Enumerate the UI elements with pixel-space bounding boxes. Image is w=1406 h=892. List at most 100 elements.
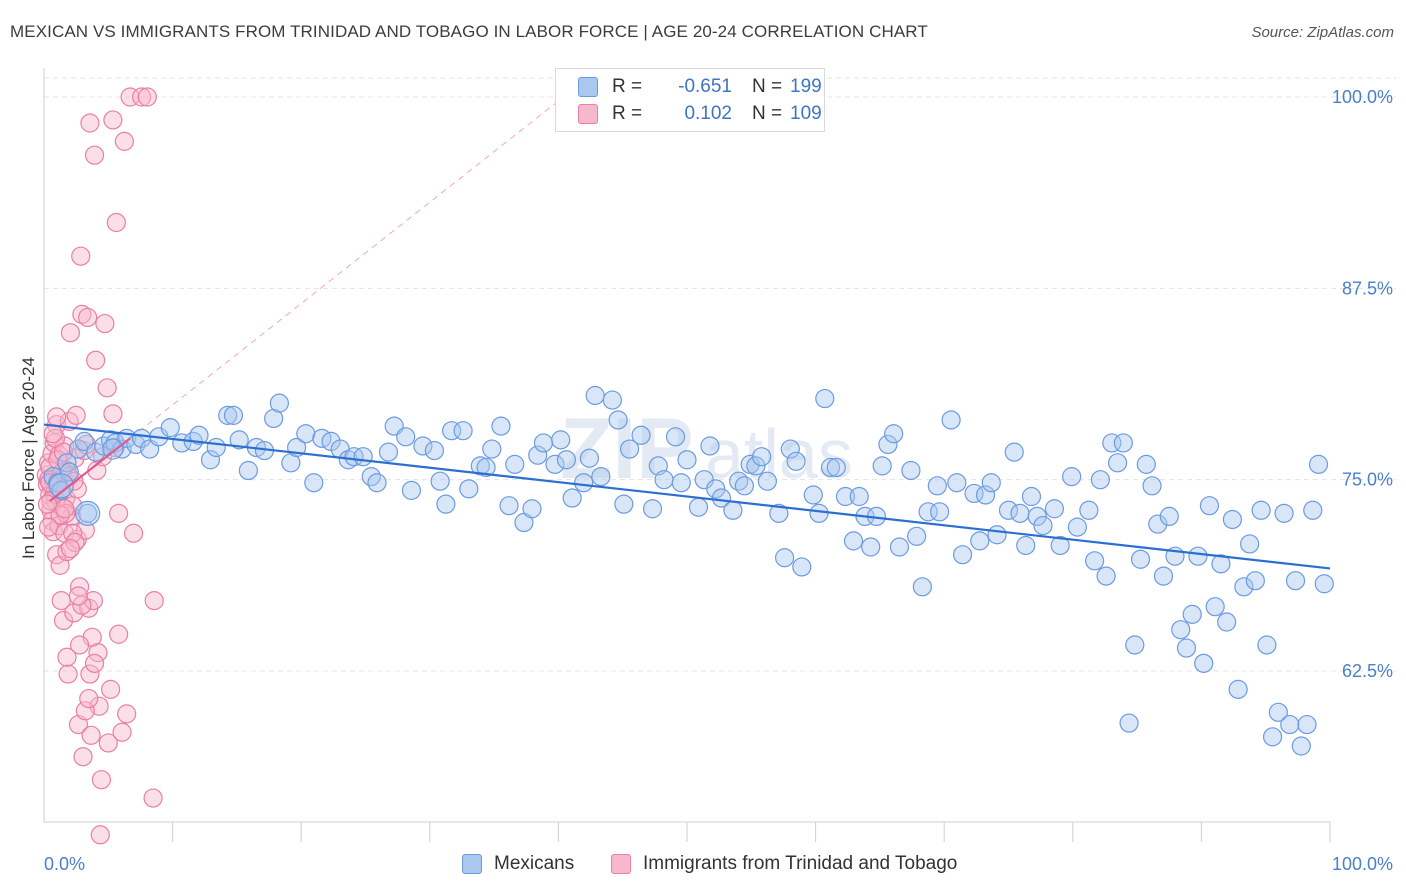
mexicans-point <box>970 531 990 551</box>
mexicans-point <box>296 424 316 444</box>
mexicans-point <box>912 577 932 597</box>
mexicans-point <box>591 467 611 487</box>
mexicans-point <box>1107 453 1128 473</box>
mexicans-point <box>619 439 640 459</box>
mexicans-point <box>987 525 1007 545</box>
mexicans-point <box>1085 551 1105 571</box>
tick-labels: 100.0% 87.5% 75.0% 62.5% 0.0% 100.0% <box>44 87 1393 874</box>
mexicans-point <box>947 473 967 493</box>
mexicans-point <box>1257 635 1277 655</box>
y-tick-label: 87.5% <box>1342 278 1393 298</box>
mexicans-point <box>1182 604 1202 624</box>
mexicans-point <box>1308 454 1329 474</box>
n-value: 109 <box>790 103 822 124</box>
mexicans-point <box>849 486 869 507</box>
mexicans-point <box>459 479 479 499</box>
mexicans-point <box>551 430 571 450</box>
mexicans-point <box>835 486 856 507</box>
mexicans-point <box>522 499 542 519</box>
mexicans-point <box>872 456 892 476</box>
mexicans-point <box>792 557 812 577</box>
trinidad-point <box>144 590 164 611</box>
mexicans-point <box>1280 714 1300 735</box>
mexicans-point <box>424 440 444 461</box>
mexicans-point <box>436 494 456 514</box>
mexicans-point <box>1291 736 1311 756</box>
mexicans-point <box>1148 514 1168 534</box>
mexicans-point <box>820 457 841 478</box>
mexicans-point <box>505 454 525 474</box>
r-label: R = <box>612 103 643 124</box>
mexicans-point <box>131 428 152 448</box>
legend-swatch-blue <box>578 77 598 97</box>
mexicans-point <box>654 470 674 490</box>
mexicans-point <box>1033 515 1053 536</box>
trinidad-point <box>73 747 93 767</box>
mexicans-point <box>952 545 973 565</box>
mexicans-point <box>815 388 835 409</box>
mexicans-point <box>1314 574 1334 594</box>
mexicans-point <box>218 405 238 425</box>
trinidad-point <box>68 586 89 606</box>
mexicans-point <box>1199 496 1220 516</box>
mexicans-point <box>901 460 921 481</box>
trinidad-point <box>86 350 106 370</box>
trinidad-point <box>53 442 74 462</box>
legend-item-mexicans: Mexicans <box>462 851 574 877</box>
grid-lines <box>44 77 1396 672</box>
trinidad-point <box>109 624 129 644</box>
mexicans-point <box>48 473 74 499</box>
trinidad-point <box>53 610 74 631</box>
mexicans-point <box>631 425 651 445</box>
trinidad-point <box>71 246 91 266</box>
trinidad-point <box>60 323 81 343</box>
mexicans-point <box>206 437 226 458</box>
mexicans-point <box>1285 571 1306 591</box>
trinidad-point <box>90 825 110 845</box>
trinidad-point <box>66 405 86 425</box>
mexicans-points <box>43 385 1334 756</box>
mexicans-point <box>75 500 101 526</box>
trinidad-point <box>137 87 157 107</box>
mexicans-point <box>491 416 511 436</box>
mexicans-point <box>734 476 755 496</box>
mexicans-point <box>1004 442 1024 462</box>
mexicans-point <box>907 526 927 546</box>
mexicans-point <box>642 499 663 519</box>
mexicans-point <box>1021 486 1042 507</box>
trinidad-point <box>47 407 67 427</box>
mexicans-point <box>1079 500 1099 520</box>
trinidad-point <box>78 307 98 328</box>
mexicans-point <box>1194 653 1214 673</box>
mexicans-point <box>269 393 289 413</box>
correlation-legend: R = -0.651 N = 199 R = 0.102 N = 109 <box>555 68 825 132</box>
reference-diagonal-line <box>129 79 586 439</box>
mexicans-point <box>711 488 732 508</box>
mexicans-point <box>200 450 221 470</box>
trinidad-point <box>114 131 134 151</box>
mexicans-point <box>941 410 961 430</box>
mexicans-point <box>579 448 600 468</box>
trinidad-point <box>100 679 121 699</box>
mexicans-point <box>757 471 777 491</box>
mexicans-point <box>981 473 1001 493</box>
mexicans-point <box>556 450 577 470</box>
mexicans-point <box>700 436 720 456</box>
y-tick-label: 62.5% <box>1342 661 1393 681</box>
x-tick-label-max: 100.0% <box>1332 854 1393 874</box>
trinidad-point <box>123 523 144 543</box>
mexicans-point <box>1090 470 1110 490</box>
legend-item-trinidad: Immigrants from Trinidad and Tobago <box>611 851 957 877</box>
mexicans-point <box>413 436 433 456</box>
trinidad-point <box>57 647 77 667</box>
mexicans-point <box>665 427 686 447</box>
y-tick-label: 100.0% <box>1332 87 1393 107</box>
trinidad-point <box>79 688 99 709</box>
trinidad-point <box>75 701 95 721</box>
mexicans-point <box>780 439 800 459</box>
trinidad-point <box>84 145 105 165</box>
r-value: -0.651 <box>678 76 732 97</box>
mexicans-point <box>861 537 881 557</box>
mexicans-point <box>1142 476 1162 496</box>
